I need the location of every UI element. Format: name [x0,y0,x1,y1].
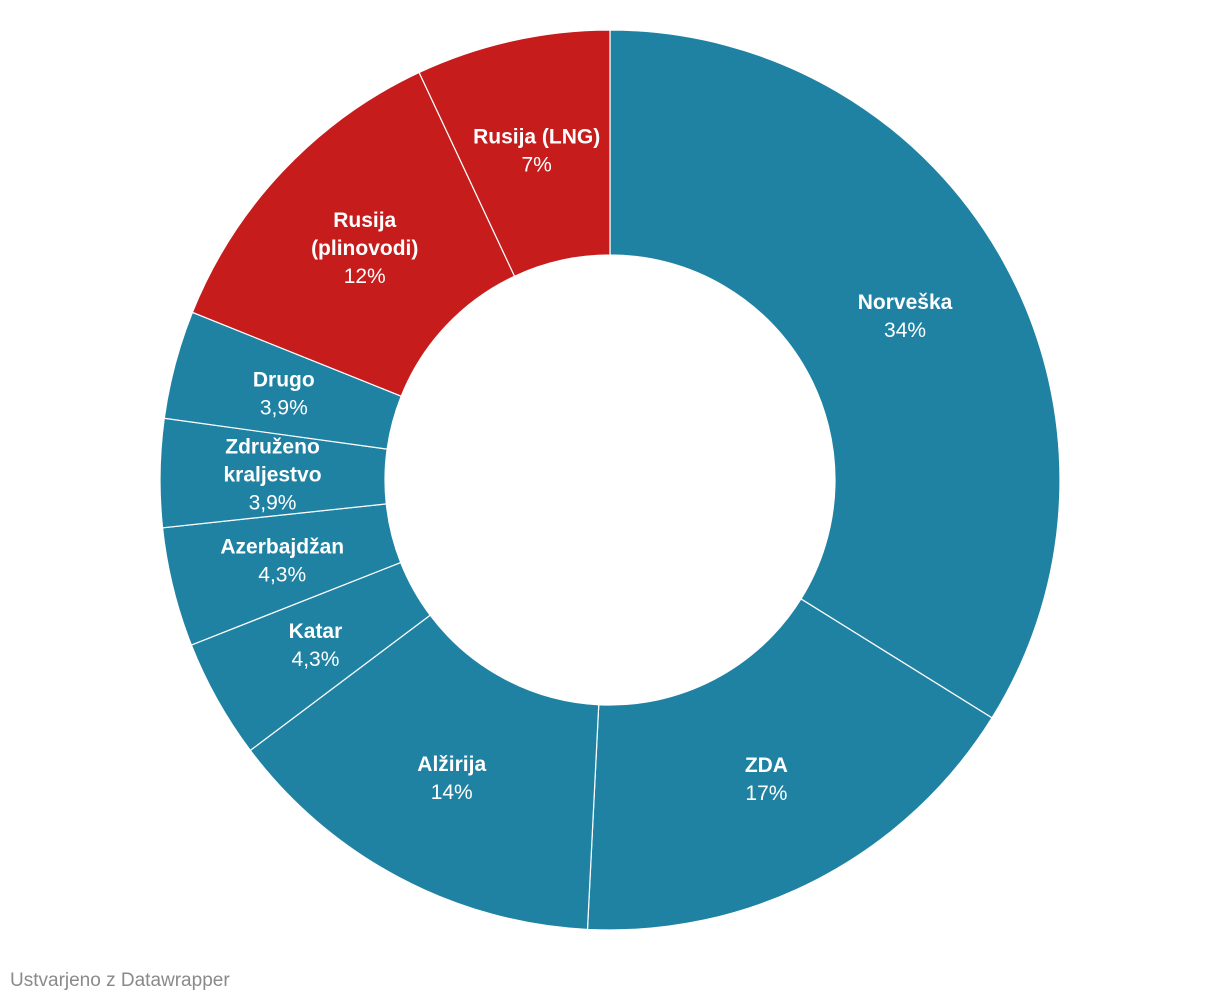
slice-7 [191,71,516,397]
slices-layer [159,29,1061,931]
slice-value-0: 34% [884,319,926,342]
slice-name-3-0: Katar [289,620,343,643]
slice-value-1: 17% [745,782,787,805]
donut-chart-svg: Norveška 34%ZDA 17%Alžirija 14%Katar 4,3%Aze… [159,29,1061,931]
slice-label-8: Rusija (LNG) 7% [473,126,600,177]
slice-name-6-0: Drugo [253,368,315,391]
slice-name-5-0: Združeno [225,436,320,459]
footer-credit: Ustvarjeno z Datawrapper [10,970,230,991]
slice-name-0-0: Norveška [858,291,953,314]
slice-name-1-0: ZDA [745,754,788,777]
slice-label-7: Rusija (plinovodi) 12% [311,209,418,288]
slice-label-5: Združeno kraljestvo 3,9% [224,436,322,515]
slice-name-4-0: Azerbajdžan [220,536,344,559]
slice-name-8-0: Rusija (LNG) [473,126,600,149]
slice-label-4: Azerbajdžan 4,3% [220,536,344,587]
slice-value-6: 3,9% [260,396,308,419]
slice-label-0: Norveška 34% [858,291,953,342]
slice-1 [586,598,993,931]
slice-0 [609,29,1061,719]
slice-value-2: 14% [431,781,473,804]
labels-layer: Norveška 34%ZDA 17%Alžirija 14%Katar 4,3%Aze… [220,126,952,806]
slice-value-5: 3,9% [249,492,297,515]
slice-value-7: 12% [344,265,386,288]
slice-value-4: 4,3% [258,564,306,587]
slice-value-8: 7% [521,154,551,177]
slice-label-6: Drugo 3,9% [253,368,315,419]
slice-name-7-0: Rusija [333,209,396,232]
slice-name-5-1: kraljestvo [224,464,322,487]
slice-8 [418,29,611,278]
slice-name-7-1: (plinovodi) [311,237,418,260]
slice-name-2-0: Alžirija [417,753,486,776]
slice-value-3: 4,3% [292,648,340,671]
slice-label-2: Alžirija 14% [417,753,486,804]
slice-2 [249,614,600,931]
slice-label-3: Katar 4,3% [289,620,343,671]
slice-label-1: ZDA 17% [745,754,788,805]
